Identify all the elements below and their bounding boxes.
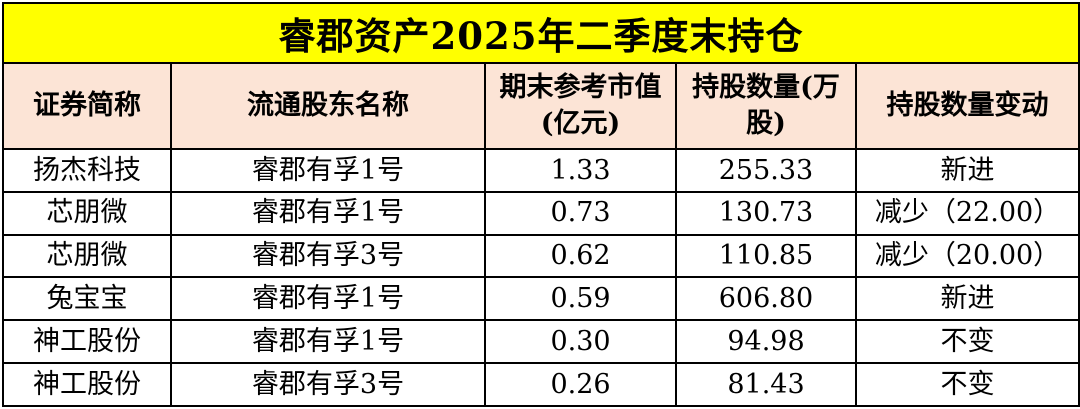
col-header-holder-name: 流通股东名称 [170,62,486,150]
col-header-share-change: 持股数量变动 [854,62,1080,150]
cell-holder-name: 睿郡有孚3号 [170,362,486,407]
cell-share-count: 94.98 [675,319,857,365]
table-title-row: 睿郡资产2025年二季度末持仓 [1,2,1080,64]
cell-holder-name: 睿郡有孚1号 [170,148,486,193]
table-row: 神工股份 睿郡有孚3号 0.26 81.43 不变 [2,362,1080,407]
cell-share-change: 减少（20.00） [854,233,1080,279]
cell-share-count: 130.73 [675,190,857,236]
cell-market-value: 0.26 [484,362,677,407]
cell-market-value: 0.73 [484,190,677,236]
table-row: 扬杰科技 睿郡有孚1号 1.33 255.33 新进 [2,148,1080,193]
table-row: 芯朋微 睿郡有孚3号 0.62 110.85 减少（20.00） [2,233,1080,279]
cell-share-change: 新进 [854,276,1080,322]
cell-holder-name: 睿郡有孚1号 [170,319,486,365]
table-row: 神工股份 睿郡有孚1号 0.30 94.98 不变 [2,319,1080,365]
cell-security-name: 神工股份 [2,319,172,365]
cell-share-change: 不变 [854,319,1080,365]
table-header-row: 证券简称 流通股东名称 期末参考市值 (亿元) 持股数量(万 股) 持股数量变动 [2,62,1080,150]
cell-security-name: 芯朋微 [2,190,172,236]
cell-security-name: 神工股份 [2,362,172,407]
cell-share-count: 255.33 [675,148,857,193]
table-row: 芯朋微 睿郡有孚1号 0.73 130.73 减少（22.00） [2,190,1080,236]
col-header-security-name: 证券简称 [2,62,172,150]
cell-holder-name: 睿郡有孚3号 [170,233,486,279]
cell-security-name: 扬杰科技 [2,148,172,193]
cell-share-change: 减少（22.00） [854,190,1080,236]
col-header-market-value: 期末参考市值 (亿元) [484,62,677,150]
cell-holder-name: 睿郡有孚1号 [170,190,486,236]
cell-market-value: 0.62 [484,233,677,279]
table-row: 兔宝宝 睿郡有孚1号 0.59 606.80 新进 [2,276,1080,322]
cell-market-value: 0.59 [484,276,677,322]
cell-holder-name: 睿郡有孚1号 [170,276,486,322]
cell-market-value: 1.33 [484,148,677,193]
cell-share-count: 81.43 [675,362,857,407]
cell-share-change: 新进 [854,148,1080,193]
table-title: 睿郡资产2025年二季度末持仓 [1,2,1080,64]
cell-market-value: 0.30 [484,319,677,365]
cell-security-name: 兔宝宝 [2,276,172,322]
cell-share-change: 不变 [854,362,1080,407]
col-header-share-count: 持股数量(万 股) [675,62,857,150]
cell-share-count: 606.80 [675,276,857,322]
cell-security-name: 芯朋微 [2,233,172,279]
cell-share-count: 110.85 [675,233,857,279]
